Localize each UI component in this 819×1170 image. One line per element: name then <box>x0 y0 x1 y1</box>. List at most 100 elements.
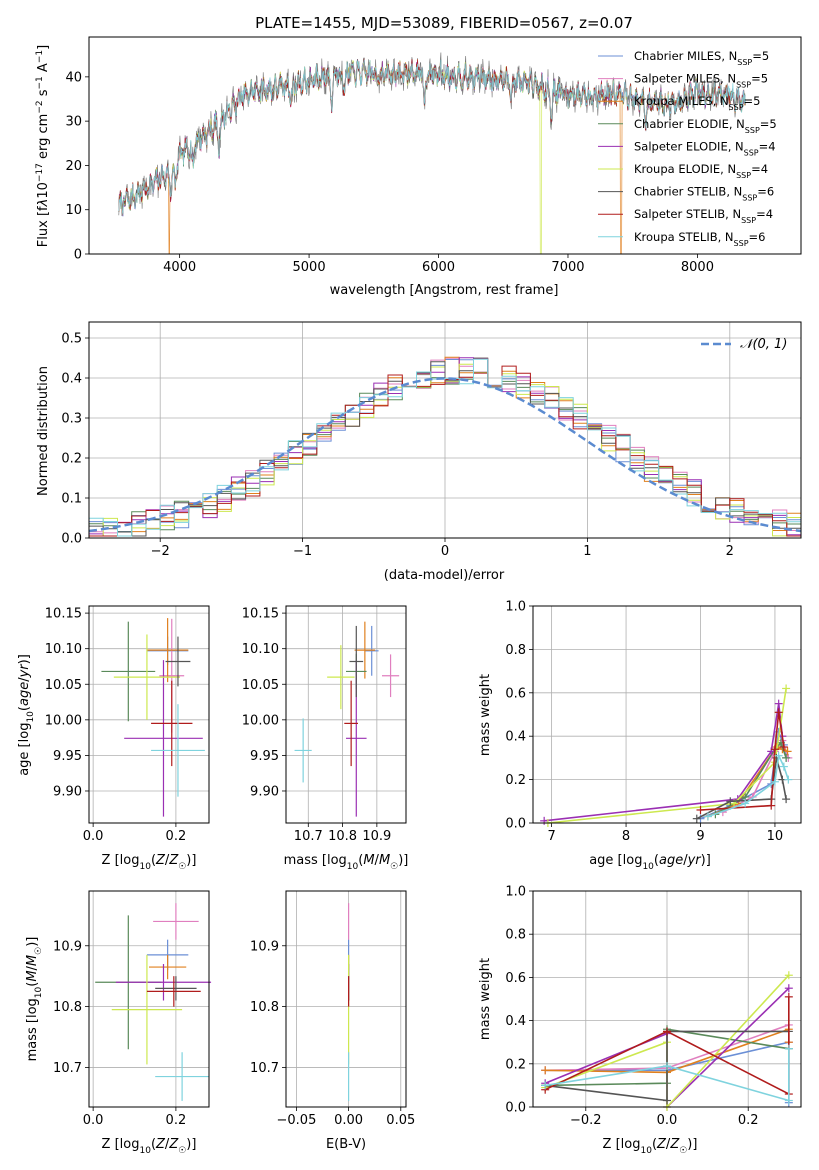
residuals-xlabel: (data-model)/error <box>384 568 505 583</box>
spectrum-title: PLATE=1455, MJD=53089, FIBERID=0567, z=0… <box>255 14 633 32</box>
weight-vs-age-xlabel: age [log10(age/yr)] <box>589 853 711 872</box>
age_vs_mass-xtick-label: 10.9 <box>362 829 391 844</box>
weight_vs_z-frame <box>532 890 802 1108</box>
mass-vs-z-ylabel: mass [log10(M/M☉)] <box>25 937 44 1062</box>
residuals-xtick-label: 2 <box>726 544 734 559</box>
legend-label-salpeter_elodie: Salpeter ELODIE, NSSP=4 <box>634 139 776 157</box>
age_vs_mass-ytick-label: 10.10 <box>242 642 279 657</box>
weight_vs_age-ytick-label: 0.0 <box>505 817 526 832</box>
mass_vs_z-ytick-label: 10.9 <box>53 939 82 954</box>
spectrum-model-kroupa_miles <box>118 59 746 255</box>
residuals-panel: −2 −1 0 1 2 0.0 0.1 0.2 0.3 0.4 0.5 𝒩(0, 1) <box>61 321 802 559</box>
residuals-ytick-label: 0.0 <box>61 532 82 547</box>
weight_vs_age-ytick-label: 1.0 <box>505 600 526 615</box>
mass_vs_ebv-frame <box>285 890 407 1108</box>
legend-label-kroupa_stelib: Kroupa STELIB, NSSP=6 <box>634 230 765 248</box>
weight-vs-age-panel: 7 8 9 10 0.0 0.2 0.4 0.6 0.8 1.0 <box>505 600 802 844</box>
weight_vs_age-ytick-label: 0.4 <box>505 730 526 745</box>
spectrum-xtick-label: 4000 <box>163 260 196 275</box>
residuals-ytick-label: 0.1 <box>61 492 82 507</box>
mass_vs_z-frame <box>88 890 210 1108</box>
age_vs_z-ytick-label: 9.95 <box>53 749 82 764</box>
weight_vs_z-line-kroupa_stelib <box>545 1048 790 1102</box>
weight_vs_z-xtick-label: 0.2 <box>738 1113 759 1128</box>
legend-label-salpeter_miles: Salpeter MILES, NSSP=5 <box>634 72 768 90</box>
weight_vs_age-frame <box>532 605 802 824</box>
spectrum-ylabel: Flux [fλ10−17 erg cm−2 s−1 A−1] <box>35 45 51 247</box>
mass_vs_z-xtick-label: 0.0 <box>83 1113 104 1128</box>
weight_vs_z-ytick-label: 0.6 <box>505 971 526 986</box>
mass_vs_z-ytick-label: 10.7 <box>53 1061 82 1076</box>
age-vs-mass-panel: 10.7 10.8 10.9 9.90 9.95 10.00 10.05 10.10 10.15 <box>242 605 407 844</box>
mass_vs_z-ytick-label: 10.8 <box>53 1000 82 1015</box>
spectrum-ytick-label: 30 <box>65 115 82 130</box>
mass_vs_ebv-ytick-label: 10.9 <box>250 939 279 954</box>
age_vs_z-ytick-label: 10.00 <box>45 713 82 728</box>
age_vs_z-ytick-label: 9.90 <box>53 784 82 799</box>
age_vs_mass-ytick-label: 10.05 <box>242 678 279 693</box>
age_vs_z-xtick-label: 0.0 <box>83 829 104 844</box>
legend-label-chabrier_elodie: Chabrier ELODIE, NSSP=5 <box>634 117 777 135</box>
spectrum-xtick-label: 7000 <box>551 260 584 275</box>
residual-hist-chabrier_stelib <box>89 358 801 537</box>
normal-legend-label: 𝒩(0, 1) <box>740 337 787 352</box>
spectrum-model-kroupa_elodie <box>118 60 746 255</box>
spectrum-xtick-label: 8000 <box>681 260 714 275</box>
spectrum-frame <box>88 36 802 255</box>
residuals-frame <box>88 321 802 539</box>
age-vs-z-xlabel: Z [log10(Z/Z☉)] <box>102 853 197 872</box>
weight_vs_age-line-chabrier_stelib <box>696 757 787 820</box>
residuals-ytick-label: 0.3 <box>61 412 82 427</box>
legend-label-salpeter_stelib: Salpeter STELIB, NSSP=4 <box>634 207 773 225</box>
mass_vs_ebv-xtick-label: 0.05 <box>386 1113 415 1128</box>
weight-vs-z-panel: −0.2 0.0 0.2 0.0 0.2 0.4 0.6 0.8 1.0 <box>505 885 802 1128</box>
residuals-ytick-label: 0.2 <box>61 452 82 467</box>
mass-vs-ebv-xlabel: E(B-V) <box>326 1137 366 1152</box>
spectrum-xtick-label: 5000 <box>293 260 326 275</box>
mass_vs_ebv-ytick-label: 10.8 <box>250 1000 279 1015</box>
weight_vs_z-xtick-label: −0.2 <box>570 1113 602 1128</box>
weight-vs-z-xlabel: Z [log10(Z/Z☉)] <box>603 1137 698 1156</box>
weight_vs_z-ytick-label: 0.8 <box>505 928 526 943</box>
age_vs_z-ytick-label: 10.10 <box>45 642 82 657</box>
weight_vs_z-ytick-label: 0.4 <box>505 1014 526 1029</box>
weight_vs_z-ytick-label: 0.2 <box>505 1057 526 1072</box>
weight-vs-z-ylabel: mass weight <box>478 958 493 1040</box>
age_vs_mass-ytick-label: 10.15 <box>242 607 279 622</box>
spectrum-ytick-label: 10 <box>65 203 82 218</box>
weight_vs_age-xtick-label: 10 <box>767 829 784 844</box>
residuals-xtick-label: −2 <box>151 544 170 559</box>
mass_vs_ebv-xtick-label: 0.00 <box>334 1113 363 1128</box>
age-vs-mass-xlabel: mass [log10(M/M☉)] <box>284 853 409 872</box>
legend-label-chabrier_miles: Chabrier MILES, NSSP=5 <box>634 49 769 67</box>
residuals-ylabel: Normed distribution <box>36 366 51 496</box>
spectrum-ytick-label: 0 <box>74 248 82 263</box>
age_vs_mass-xtick-label: 10.8 <box>328 829 357 844</box>
spectrum-model-kroupa_stelib <box>118 59 746 216</box>
age-vs-z-panel: 0.0 0.2 9.90 9.95 10.00 10.05 10.10 10.15 <box>45 605 210 844</box>
residuals-xtick-label: 0 <box>441 544 449 559</box>
legend-label-kroupa_miles: Kroupa MILES, NSSP=5 <box>634 94 760 112</box>
mass-vs-z-xlabel: Z [log10(Z/Z☉)] <box>102 1137 197 1156</box>
weight_vs_age-xtick-label: 9 <box>696 829 704 844</box>
age_vs_mass-frame <box>285 605 407 824</box>
age_vs_z-xtick-label: 0.2 <box>166 829 187 844</box>
spectrum-xlabel: wavelength [Angstrom, rest frame] <box>330 283 559 298</box>
residual-hist-kroupa_miles <box>89 356 801 537</box>
spectrum-ytick-label: 40 <box>65 70 82 85</box>
weight_vs_age-ytick-label: 0.6 <box>505 686 526 701</box>
mass_vs_ebv-ytick-label: 10.7 <box>250 1061 279 1076</box>
mass_vs_ebv-xtick-label: −0.05 <box>277 1113 317 1128</box>
normal-curve <box>88 377 802 533</box>
weight_vs_z-xtick-label: 0.0 <box>657 1113 678 1128</box>
age_vs_z-ytick-label: 10.15 <box>45 607 82 622</box>
mass-vs-ebv-panel: −0.05 0.00 0.05 10.7 10.8 10.9 <box>250 890 415 1128</box>
legend-label-chabrier_stelib: Chabrier STELIB, NSSP=6 <box>634 185 774 203</box>
age-vs-z-ylabel: age [log10(age/yr)] <box>17 654 36 776</box>
age_vs_mass-ytick-label: 10.00 <box>242 713 279 728</box>
residuals-ytick-label: 0.5 <box>61 332 82 347</box>
age_vs_mass-ytick-label: 9.90 <box>250 784 279 799</box>
weight-vs-age-ylabel: mass weight <box>478 674 493 756</box>
weight_vs_age-line-kroupa_elodie <box>547 688 787 824</box>
residual-hist-kroupa_stelib <box>89 358 801 537</box>
